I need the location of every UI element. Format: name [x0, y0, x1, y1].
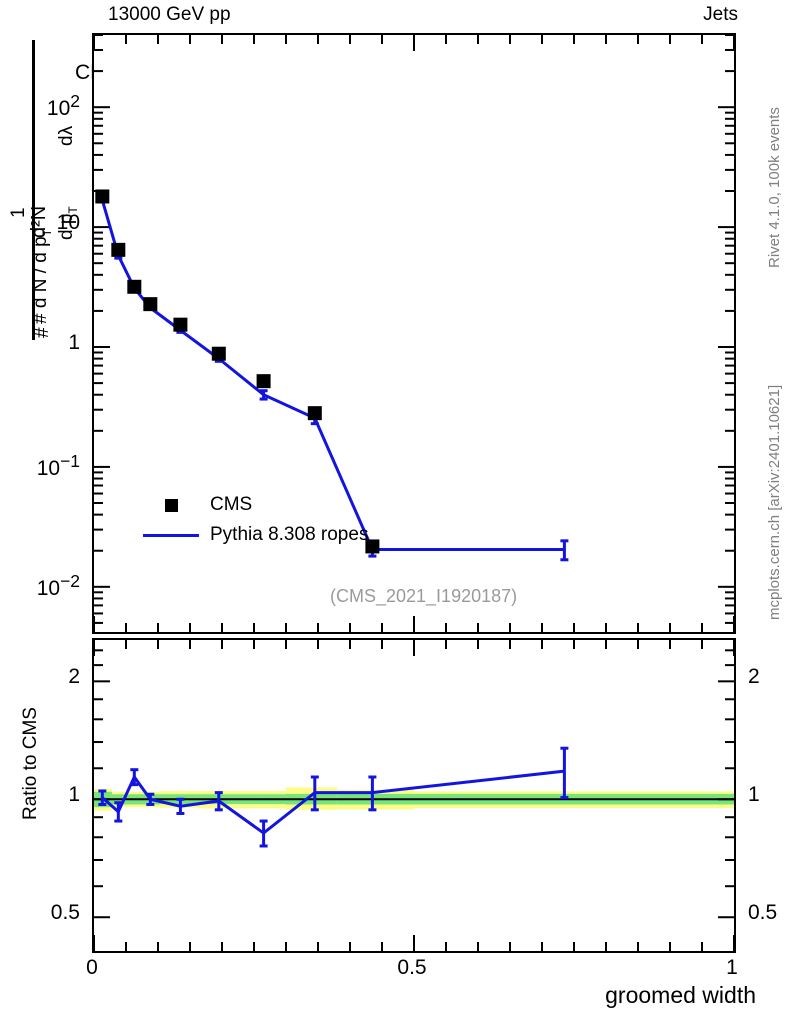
analysis-id-watermark: (CMS_2021_I1920187): [330, 586, 518, 606]
main-axis-ticks: [93, 34, 735, 632]
ratio-plot-canvas: [93, 640, 735, 951]
ratio-y-tick-label-right: 0.5: [748, 901, 778, 925]
header-category-label: Jets: [703, 4, 738, 25]
ratio-y-tick-label-left: 2: [68, 665, 80, 689]
ratio-y-axis-label-text: Ratio to CMS: [20, 707, 41, 820]
legend-label-cms: CMS: [210, 494, 253, 515]
x-axis-label: groomed width: [605, 982, 756, 1008]
main-plot-panel: [92, 33, 736, 634]
legend-marker-square-icon: [140, 498, 202, 512]
data-markers: [95, 189, 380, 554]
header-beam-label: 13000 GeV pp: [108, 4, 231, 25]
main-y-tick-label: 10−1: [36, 450, 80, 480]
main-y-tick-label: 102: [46, 91, 80, 121]
main-y-tick-label: 10: [56, 211, 80, 235]
main-plot-canvas: [93, 34, 735, 632]
side-note-mcplots: mcplots.cern.ch [arXiv:2401.10621]: [766, 384, 783, 620]
ratio-y-tick-label-right: 2: [748, 665, 760, 689]
legend-label-pythia: Pythia 8.308 ropes: [210, 524, 369, 545]
main-y-tick-label: 1: [68, 331, 80, 354]
main-y-tick-label: 10−2: [36, 570, 80, 600]
ratio-curve: [101, 769, 565, 835]
main-y-tick-labels: 102 10 1 10−1 10−2: [0, 33, 88, 634]
x-tick-label: 1: [726, 956, 738, 979]
legend-marker-line-icon: [140, 533, 202, 537]
legend: CMS Pythia 8.308 ropes: [140, 490, 368, 550]
ratio-error-bars: [98, 746, 569, 848]
x-tick-label: 0.5: [397, 956, 427, 979]
ratio-y-tick-label-right: 1: [748, 783, 760, 807]
ratio-plot-panel: [92, 638, 736, 953]
ratio-y-tick-labels-right: 0.5 1 2: [740, 638, 786, 953]
legend-entry-pythia: Pythia 8.308 ropes: [140, 520, 368, 550]
ratio-y-tick-label-left: 1: [68, 783, 80, 807]
side-note-rivet: Rivet 4.1.0, 100k events: [766, 107, 783, 268]
main-y-axis-label: d²N d pT dλ 1 #: [0, 28, 84, 348]
ratio-y-tick-labels-left: 0.5 1 2: [0, 638, 88, 953]
legend-entry-cms: CMS: [140, 490, 368, 520]
ratio-y-tick-label-left: 0.5: [50, 901, 80, 925]
x-tick-labels: 0 0.5 1: [0, 956, 786, 990]
mc-curve: [100, 199, 565, 551]
x-tick-label: 0: [86, 956, 98, 979]
